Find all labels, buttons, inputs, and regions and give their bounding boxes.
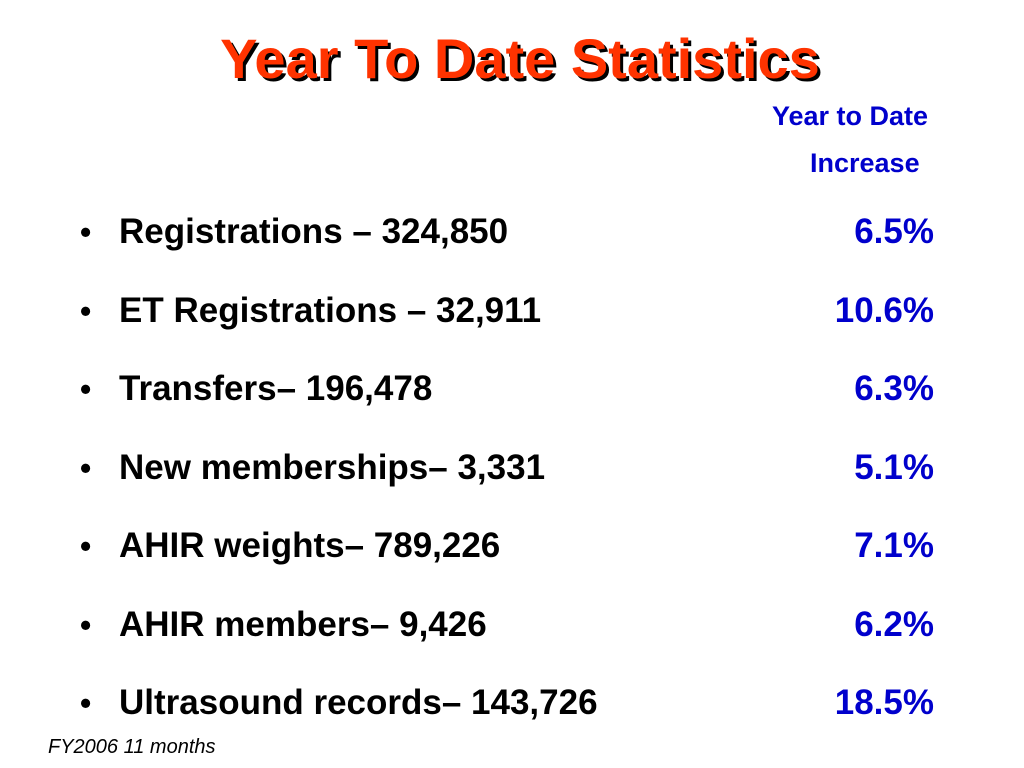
stat-label: Registrations – 324,850 <box>119 212 509 251</box>
bullet-icon: • <box>80 214 92 250</box>
stat-row-ultrasound-records: • Ultrasound records– 143,726 18.5% <box>80 676 940 755</box>
stat-row-registrations: • Registrations – 324,850 6.5% <box>80 205 940 284</box>
stat-value: 6.5% <box>854 212 934 251</box>
stat-label: AHIR weights– 789,226 <box>119 526 501 565</box>
bullet-icon: • <box>80 292 92 329</box>
stats-list: • Registrations – 324,850 6.5% • ET Regi… <box>80 205 940 755</box>
slide-title: Year To Date Statistics <box>220 27 820 90</box>
stat-row-et-registrations: • ET Registrations – 32,911 10.6% <box>80 284 940 363</box>
stat-value: 7.1% <box>854 526 934 565</box>
bullet-icon: • <box>80 685 92 721</box>
stat-label: New memberships– 3,331 <box>119 447 546 487</box>
stat-value: 5.1% <box>854 447 934 487</box>
stat-label: Ultrasound records– 143,726 <box>119 683 598 722</box>
column-header-line1: Year to Date <box>772 101 929 131</box>
bullet-icon: • <box>80 606 92 643</box>
stat-label: AHIR members– 9,426 <box>119 604 487 644</box>
stat-row-ahir-members: • AHIR members– 9,426 6.2% <box>80 598 940 677</box>
stat-row-ahir-weights: • AHIR weights– 789,226 7.1% <box>80 519 940 598</box>
column-header-line2: Increase <box>810 148 920 178</box>
stat-label: Transfers– 196,478 <box>119 369 433 408</box>
bullet-icon: • <box>80 371 92 407</box>
stat-row-transfers: • Transfers– 196,478 6.3% <box>80 362 940 441</box>
stat-value: 10.6% <box>834 290 934 330</box>
bullet-icon: • <box>80 528 92 564</box>
stat-value: 6.2% <box>854 604 934 644</box>
stat-row-new-memberships: • New memberships– 3,331 5.1% <box>80 441 940 520</box>
stat-label: ET Registrations – 32,911 <box>119 290 542 330</box>
footnote: FY2006 11 months <box>48 736 216 758</box>
stat-value: 18.5% <box>834 683 934 722</box>
bullet-icon: • <box>80 449 92 486</box>
stat-value: 6.3% <box>854 369 934 408</box>
